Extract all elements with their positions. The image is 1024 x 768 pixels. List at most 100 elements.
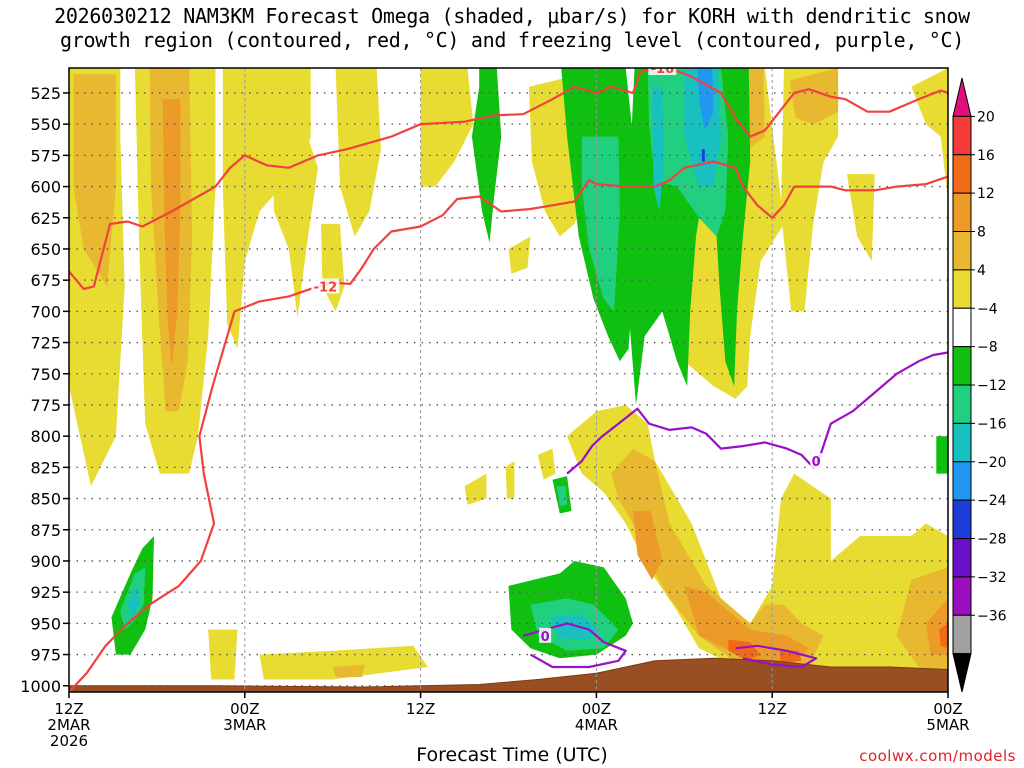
- dgz-contour-0-label-bg: [648, 68, 677, 75]
- xtick-label-36-0: 00Z: [582, 700, 611, 718]
- plot-frame: [68, 67, 949, 693]
- omega-region-24: [611, 448, 824, 667]
- freezing-contour-2: [735, 644, 818, 669]
- xtick-label-60-0: 00Z: [933, 700, 962, 718]
- colorbar-label-9: −20: [977, 455, 1007, 471]
- ytick-label-675: 675: [30, 271, 61, 290]
- colorbar-label-12: −32: [977, 570, 1007, 586]
- colorbar-label-3: 8: [977, 225, 986, 241]
- colorbar-seg-13: [952, 576, 972, 616]
- xtick-label-48-0: 12Z: [758, 700, 787, 718]
- omega-region-35: [471, 68, 502, 243]
- xtick-label-60-1: 5MAR: [926, 716, 969, 734]
- omega-region-4: [162, 99, 181, 368]
- ytick-label-700: 700: [30, 302, 61, 321]
- omega-region-20: [537, 448, 556, 480]
- dgz-contour-1-label: -12: [314, 280, 338, 295]
- freezing-contour-1-label-bg: [810, 453, 823, 469]
- title-line-1: 2026030212 NAM3KM Forecast Omega (shaded…: [54, 4, 970, 28]
- ytick-label-950: 950: [30, 614, 61, 633]
- omega-region-21: [464, 473, 487, 505]
- ytick-label-625: 625: [30, 209, 61, 228]
- omega-region-27: [728, 639, 761, 661]
- dgz-contour-0: [69, 68, 948, 290]
- omega-region-26: [684, 585, 809, 664]
- xtick-label-0-0: 12Z: [54, 700, 83, 718]
- ytick-label-800: 800: [30, 427, 61, 446]
- ytick-label-600: 600: [30, 178, 61, 197]
- omega-region-41: [652, 86, 664, 212]
- colorbar-seg-7: [952, 346, 972, 386]
- omega-region-34: [332, 664, 365, 677]
- ytick-label-775: 775: [30, 396, 61, 415]
- freezing-contour-1: [566, 351, 948, 475]
- xtick-label-24-0: 12Z: [406, 700, 435, 718]
- dgz-contour-1: [69, 160, 948, 692]
- ytick-label-575: 575: [30, 146, 61, 165]
- ytick-label-525: 525: [30, 84, 61, 103]
- colorbar-label-10: −24: [977, 493, 1007, 509]
- dgz-contour-0-label: -16: [651, 62, 675, 77]
- colorbar-label-0: 20: [977, 109, 995, 125]
- omega-region-46: [556, 486, 568, 506]
- freezing-contour-1-label: 0: [812, 455, 821, 470]
- colorbar-seg-10: [952, 461, 972, 501]
- omega-region-8: [321, 224, 345, 312]
- omega-region-32: [208, 629, 238, 680]
- terrain-layer: [69, 657, 948, 692]
- colorbar-seg-2: [952, 154, 972, 194]
- omega-region-7: [335, 68, 381, 237]
- colorbar-label-4: 4: [977, 263, 986, 279]
- colorbar-label-7: −12: [977, 378, 1007, 394]
- colorbar-seg-9: [952, 422, 972, 463]
- dgz-contour-1-label-bg: [311, 278, 340, 294]
- title-line-2: growth region (contoured, red, °C) and f…: [59, 28, 965, 52]
- colorbar-seg-5: [952, 269, 972, 309]
- omega-region-22: [505, 461, 515, 499]
- terrain-surface: [69, 657, 948, 692]
- omega-region-44: [701, 149, 705, 162]
- ytick-label-875: 875: [30, 521, 61, 540]
- omega-region-1: [73, 74, 116, 287]
- xtick-label-12-1: 3MAR: [223, 716, 266, 734]
- ytick-label-825: 825: [30, 458, 61, 477]
- colorbar-seg-14: [952, 614, 972, 655]
- ytick-label-975: 975: [30, 646, 61, 665]
- colorbar-label-6: −8: [977, 340, 998, 356]
- ytick-label-1000: 1000: [20, 677, 61, 696]
- freezing-contour-0: [522, 622, 627, 669]
- freezing-contour-0-label-bg: [539, 627, 552, 643]
- colorbar-label-13: −36: [977, 608, 1007, 624]
- credit-text: coolwx.com/models: [859, 747, 1016, 765]
- omega-region-9: [420, 68, 474, 187]
- omega-region-25: [633, 511, 663, 580]
- colorbar-seg-3: [952, 192, 972, 232]
- omega-region-43: [697, 68, 714, 131]
- omega-region-52: [127, 585, 140, 618]
- ytick-label-725: 725: [30, 334, 61, 353]
- omega-region-49: [549, 614, 600, 640]
- colorbar-label-11: −28: [977, 532, 1007, 548]
- omega-region-23: [567, 405, 948, 686]
- y-axis: 1000 975 950 925 900 875 850 825 800 775 750 725 700…: [20, 84, 69, 696]
- colorbar-cap-top: [952, 77, 972, 117]
- colorbar-seg-4: [952, 231, 972, 271]
- omega-region-19: [911, 68, 948, 199]
- colorbar-label-5: −4: [977, 301, 998, 317]
- colorbar-cap-bottom: [952, 653, 972, 693]
- omega-region-53: [936, 436, 948, 474]
- colorbar-label-2: 12: [977, 186, 995, 202]
- omega-region-37: [581, 136, 620, 312]
- ytick-label-650: 650: [30, 240, 61, 259]
- chart-title: 2026030212 NAM3KM Forecast Omega (shaded…: [0, 4, 1024, 52]
- colorbar-seg-1: [952, 115, 972, 156]
- colorbar-seg-6: [952, 307, 972, 348]
- omega-region-6: [271, 124, 318, 318]
- omega-region-11: [508, 236, 531, 274]
- colorbar-seg-8: [952, 384, 972, 424]
- colorbar-label-8: −16: [977, 416, 1007, 432]
- ytick-label-925: 925: [30, 583, 61, 602]
- grid-layer: [69, 68, 948, 692]
